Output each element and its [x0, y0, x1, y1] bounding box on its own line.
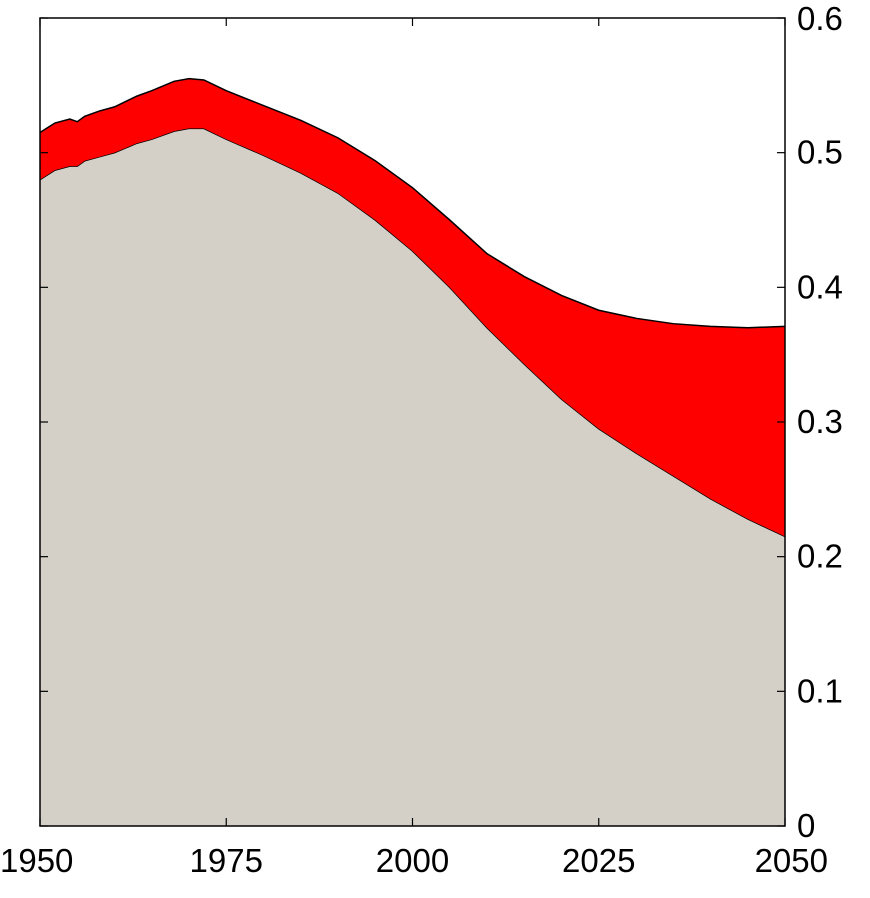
y-tick-label: 0.6: [797, 0, 843, 37]
y-tick-label: 0.1: [797, 672, 843, 709]
y-tick-label: 0.3: [797, 403, 843, 440]
x-tick-label: 2000: [376, 842, 449, 879]
y-tick-label: 0.2: [797, 538, 843, 575]
area-layer: [39, 77, 786, 826]
y-tick-label: 0.4: [797, 268, 843, 305]
x-tick-label: 1950: [0, 842, 73, 879]
area-series-2-outline: [39, 77, 786, 329]
area-series-2: [40, 78, 785, 537]
x-tick-label: 1975: [190, 842, 263, 879]
x-tick-label: 2050: [755, 842, 828, 879]
y-tick-label: 0: [797, 807, 815, 844]
y-tick-label: 0.5: [797, 134, 843, 171]
area-series-1: [40, 128, 785, 826]
x-tick-label: 2025: [562, 842, 635, 879]
